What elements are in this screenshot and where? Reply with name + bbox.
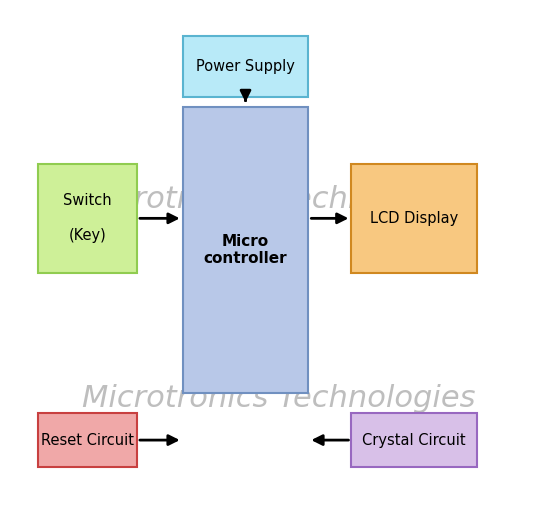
Text: Switch

(Key): Switch (Key) [63,193,112,243]
FancyBboxPatch shape [182,36,309,97]
Text: Micro
controller: Micro controller [204,234,287,267]
Text: Power Supply: Power Supply [196,59,295,74]
FancyBboxPatch shape [352,164,477,273]
FancyBboxPatch shape [38,164,137,273]
FancyBboxPatch shape [38,413,137,467]
Text: Microtronics Technologies: Microtronics Technologies [82,185,476,214]
FancyBboxPatch shape [352,413,477,467]
Text: Microtronics Technologies: Microtronics Technologies [82,383,476,413]
Text: LCD Display: LCD Display [370,211,458,226]
Text: Reset Circuit: Reset Circuit [41,433,134,448]
FancyBboxPatch shape [182,107,309,393]
Text: Crystal Circuit: Crystal Circuit [363,433,466,448]
